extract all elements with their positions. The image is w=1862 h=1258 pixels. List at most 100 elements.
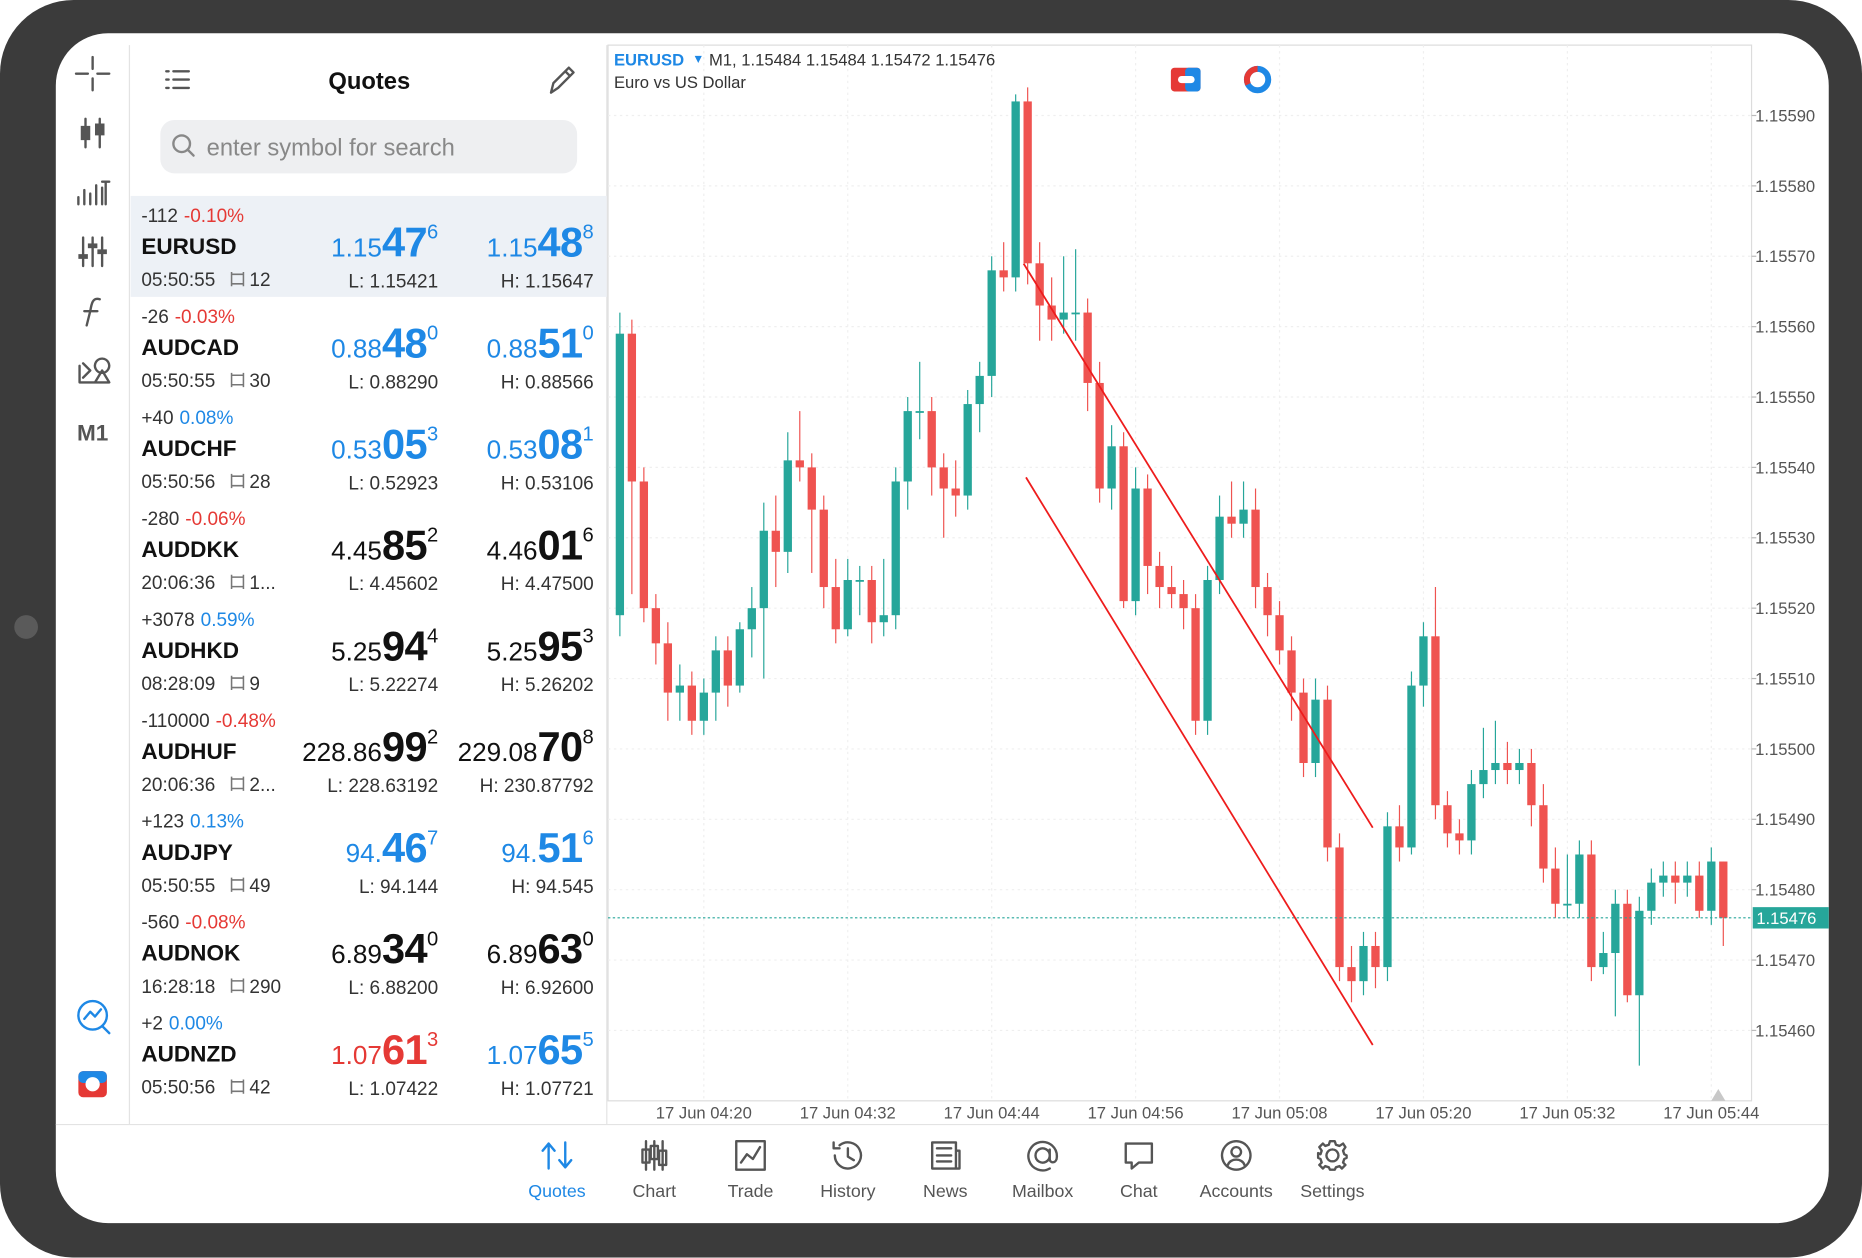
function-icon[interactable] [83,297,101,327]
volumes-icon[interactable] [77,180,111,206]
objects-icon[interactable] [78,357,111,384]
quote-row[interactable]: -280 -0.06% AUDDKK 20:06:36 1... 4.45852 4.460… [141,509,593,595]
candle-body [1167,587,1176,595]
candle-body [1599,953,1608,968]
tab[interactable]: Settings [1300,1140,1365,1201]
tab[interactable]: Chat [1120,1142,1158,1201]
trendline[interactable] [1022,263,1374,829]
change-percent: 0.08% [179,408,233,429]
bid-price-big: 34 [382,925,428,972]
bid-price: 94.467 [346,824,439,871]
time: 08:28:09 [141,674,215,695]
candle-body [1083,312,1092,383]
last-price-tag [1752,907,1829,929]
y-tick-label: 1.15490 [1755,810,1815,829]
candle-body [687,685,696,721]
symbol: AUDHUF [141,739,236,764]
tab[interactable]: News [923,1141,968,1201]
candle-body [855,580,864,582]
bid-price: 228.86992 [302,723,438,770]
bid-price-sup: 6 [427,222,438,244]
search-box[interactable] [160,119,578,174]
ask-price-big: 51 [538,824,583,871]
y-tick-label: 1.15560 [1755,318,1815,337]
candle-body [891,481,900,616]
symbol: EURUSD [141,234,236,259]
x-tick-label: 17 Jun 04:20 [656,1104,752,1123]
candle-body [1719,861,1728,918]
bid-price: 6.89340 [331,925,438,972]
candle-body [1683,875,1692,883]
ask-price-int: 6.89 [487,939,538,969]
signals-icon[interactable] [77,999,109,1031]
candle-body [807,467,816,510]
bid-price-big: 46 [382,824,427,871]
candle-body [987,270,996,376]
indicators-icon-knob [87,243,98,249]
candle-body [1491,762,1500,771]
spread: 49 [249,876,270,897]
candle-body [1671,875,1680,883]
bid-price-sup: 4 [427,625,438,647]
tab[interactable]: Trade [728,1140,774,1201]
trendline[interactable] [1025,476,1374,1046]
tab[interactable]: Mailbox [1012,1140,1073,1201]
ask-price-big: 63 [538,925,583,972]
spread-icon [230,271,245,287]
change-percent: -0.06% [185,509,245,530]
y-tick-label: 1.15460 [1755,1021,1815,1040]
spread-icon [230,473,245,489]
spread: 2... [249,775,275,796]
y-tick-label: 1.15530 [1755,529,1815,548]
tab[interactable]: Accounts [1200,1140,1273,1201]
candle-body [1503,762,1512,771]
y-tick-label: 1.15500 [1755,740,1815,759]
change-points: -110000 [141,711,209,732]
spread-icon [230,776,245,791]
symbol-dropdown[interactable] [694,55,702,63]
candle-body [1311,699,1320,763]
bid-price: 4.45852 [331,521,438,568]
low: L: 5.22274 [348,675,438,696]
tab[interactable]: Chart [633,1140,677,1201]
bid-price-sup: 3 [427,424,438,446]
tab-icon [541,1141,573,1170]
time: 05:50:55 [141,876,215,897]
candle-body [1107,446,1116,489]
edit-icon[interactable] [549,66,575,94]
tab-label: Settings [1300,1181,1364,1201]
ask-price-big: 95 [538,622,583,669]
candle-body [1515,762,1524,771]
candle-body [1407,685,1416,848]
candle-body [1215,516,1224,581]
chart-symbol[interactable]: EURUSD [614,50,684,69]
crosshair-icon[interactable] [74,55,111,92]
candle-body [615,333,625,616]
tab[interactable]: Quotes [528,1141,586,1201]
bid-price: 5.25944 [331,622,438,669]
x-tick-label: 17 Jun 04:32 [800,1104,896,1123]
candle-body [1203,580,1212,721]
spread: 28 [249,472,270,493]
candle-body [639,481,649,609]
tab[interactable]: History [820,1141,876,1201]
spread-icon [230,877,245,892]
candle-body [1263,587,1272,616]
ask-price-sup: 6 [583,827,594,849]
candle-body [771,530,780,552]
timeframe[interactable]: M1 [77,421,108,446]
trendlines [1022,263,1374,1046]
list-icon[interactable] [165,70,190,90]
chart-info: M1, 1.15484 1.15484 1.15472 1.15476 [709,50,995,69]
ask-price-big: 01 [538,521,583,568]
market-icon-dot [85,1077,100,1092]
